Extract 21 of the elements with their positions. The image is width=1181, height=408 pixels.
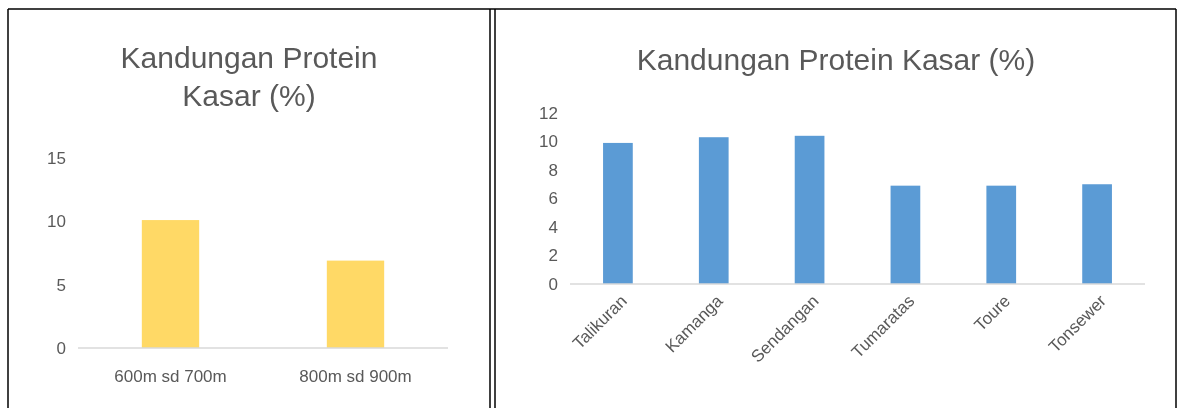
y-tick-label: 15 — [47, 148, 66, 168]
y-tick-label: 8 — [548, 160, 558, 180]
y-tick-label: 0 — [56, 338, 66, 358]
bar — [986, 185, 1017, 284]
bar — [698, 137, 729, 284]
y-tick-label: 10 — [539, 132, 558, 152]
y-tick-label: 2 — [548, 246, 558, 266]
y-tick-label: 0 — [548, 274, 558, 294]
y-tick-label: 4 — [548, 217, 558, 237]
y-tick-label: 5 — [56, 275, 66, 295]
y-tick-label: 12 — [539, 103, 558, 123]
bar — [1082, 184, 1112, 284]
bar — [603, 142, 633, 284]
chart-title: Kandungan Protein Kasar (%) — [636, 43, 1036, 76]
y-tick-label: 10 — [47, 212, 66, 232]
x-tick-label: 600m sd 700m — [114, 367, 227, 386]
chart-title: Kandungan Protein Kasar (%) — [120, 41, 378, 112]
x-tick-label: 800m sd 900m — [299, 367, 412, 386]
y-tick-label: 6 — [548, 189, 558, 209]
bar — [794, 135, 825, 284]
bar — [890, 185, 921, 284]
